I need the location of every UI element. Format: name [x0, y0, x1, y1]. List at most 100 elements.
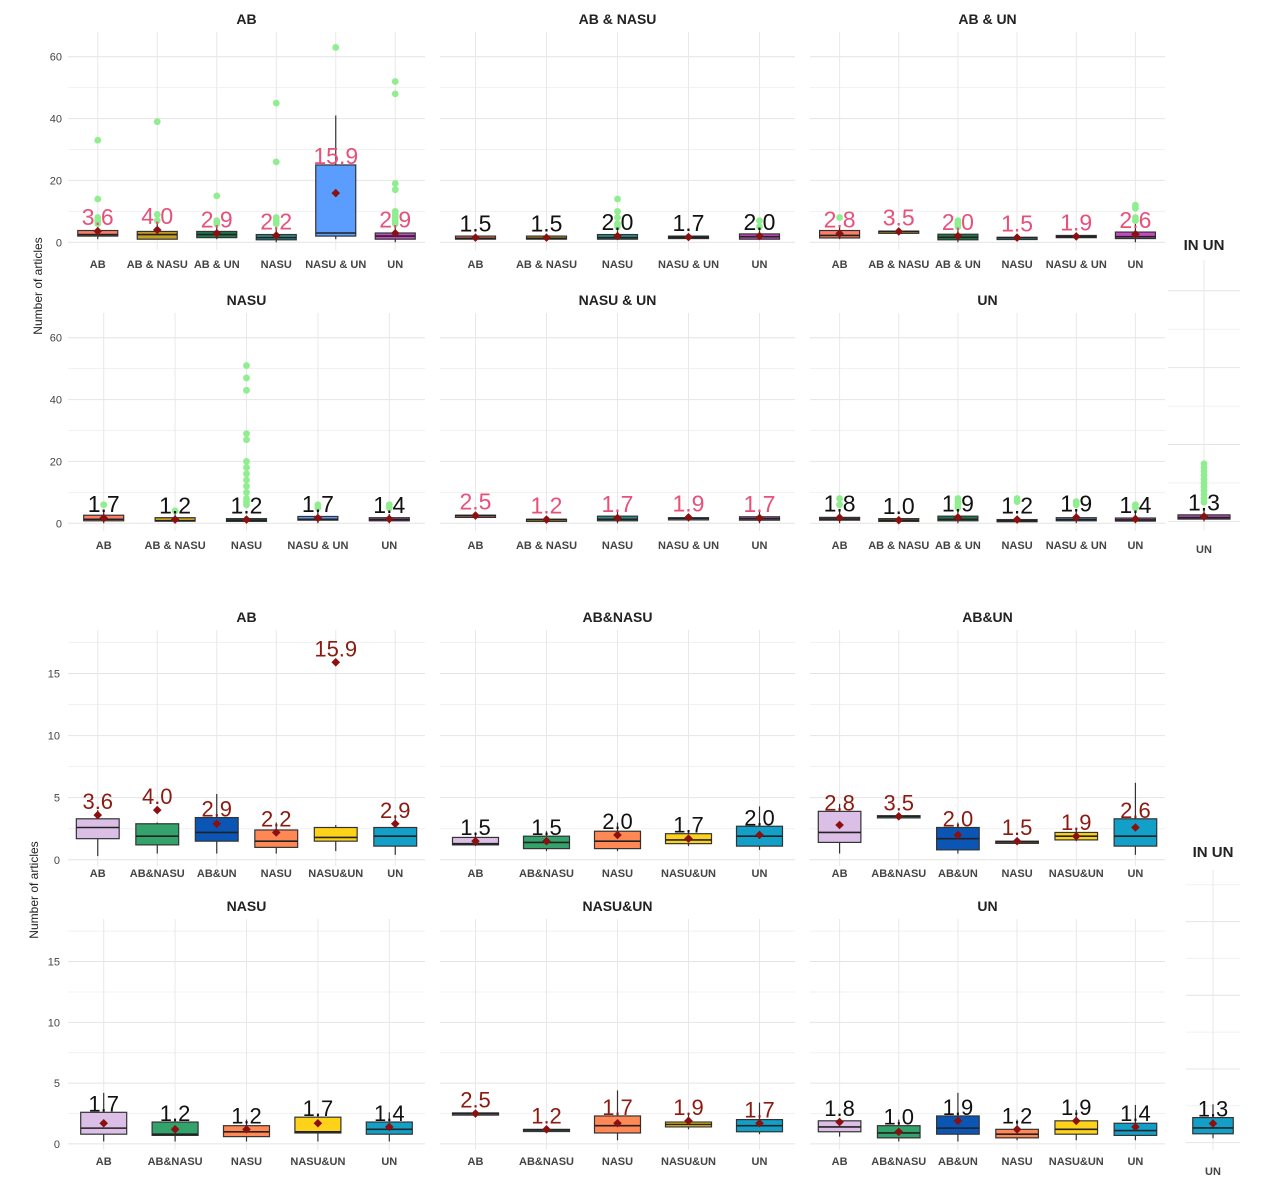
x-tick-label: NASU&UN: [1049, 1156, 1104, 1168]
y-tick-label: 5: [54, 793, 60, 805]
mean-marker: [170, 1125, 180, 1134]
mean-marker: [385, 1122, 394, 1132]
mean-label: 2.2: [261, 806, 292, 831]
x-tick-label: NASU: [231, 540, 262, 552]
outlier-point: [954, 504, 962, 512]
mean-marker: [152, 805, 162, 815]
x-tick-label: NASU: [1001, 1156, 1032, 1168]
outlier-point: [1013, 498, 1021, 506]
panel-title: UN: [977, 898, 997, 914]
mean-label: 4.0: [142, 784, 173, 809]
outlier-point: [391, 186, 399, 194]
outlier-point: [1132, 217, 1139, 225]
outlier-point: [272, 158, 280, 166]
mean-label: 1.8: [824, 491, 856, 517]
box-ab-un: 2.0: [937, 209, 979, 243]
y-tick-label: 5: [54, 1078, 60, 1090]
box-ab-nasu: 4.0: [136, 118, 178, 240]
mean-marker: [271, 828, 281, 837]
box-ab-nasu: 3.5: [878, 204, 920, 236]
panel-title: UN: [977, 292, 997, 308]
mean-marker: [894, 812, 904, 821]
box-ab-nasu: 1.2: [154, 493, 196, 524]
x-tick-label: UN: [1127, 540, 1143, 552]
mean-marker: [542, 515, 551, 524]
x-tick-label: AB&NASU: [130, 868, 185, 880]
outlier-point: [243, 488, 250, 496]
box-nasu-un: 1.7: [294, 1096, 342, 1142]
y-tick-label: 10: [48, 731, 60, 743]
box-nasu-un: 1.7: [667, 210, 710, 242]
mean-marker: [835, 229, 844, 238]
box-nasu: 1.2: [225, 362, 268, 524]
x-tick-label: AB: [832, 868, 848, 880]
box-ab: 1.7: [83, 491, 125, 524]
outlier-point: [243, 476, 250, 484]
mean-label: 1.5: [1002, 815, 1033, 840]
box-nasu-un: 1.9: [1054, 1095, 1099, 1141]
mean-marker: [99, 1118, 108, 1128]
panel-title: AB: [236, 609, 256, 625]
x-tick-label: NASU & UN: [287, 540, 348, 552]
x-tick-label: UN: [381, 1156, 397, 1168]
mean-label: 2.0: [744, 209, 776, 235]
x-tick-label: NASU&UN: [308, 868, 363, 880]
box-ab: 1.7: [80, 1091, 128, 1142]
y-tick-label: 0: [54, 1139, 60, 1151]
mean-marker: [613, 830, 622, 840]
box-ab-nasu: 1.0: [878, 493, 920, 525]
box-ab-nasu: 1.5: [525, 211, 568, 242]
outlier-point: [94, 136, 102, 144]
outlier-point: [243, 464, 250, 472]
x-tick-label: UN: [387, 259, 403, 271]
box-un: 1.7: [738, 491, 781, 524]
box-ab: 2.5: [454, 489, 497, 520]
x-tick-label: NASU & UN: [1046, 540, 1107, 552]
mean-marker: [684, 834, 693, 843]
mean-marker: [152, 225, 162, 235]
x-tick-label: UN: [1127, 259, 1143, 271]
y-tick-label: 15: [48, 957, 60, 969]
mean-label: 1.5: [531, 211, 563, 237]
box-ab: 1.5: [454, 211, 497, 242]
outlier-point: [171, 507, 179, 515]
figure-b-ylabel: Number of articles: [27, 841, 41, 938]
mean-label: 1.4: [373, 492, 405, 518]
mean-marker: [471, 233, 480, 242]
mean-marker: [1071, 1116, 1081, 1126]
x-tick-label: NASU & UN: [658, 540, 719, 552]
x-tick-label: NASU: [261, 259, 292, 271]
mean-marker: [755, 513, 764, 523]
x-tick-label: AB: [468, 868, 484, 880]
mean-marker: [1131, 514, 1140, 524]
x-tick-label: UN: [1127, 1156, 1143, 1168]
outlier-point: [1072, 501, 1080, 509]
x-tick-label: AB: [468, 1156, 484, 1168]
panel-b-5: NASU&UN 2.5 AB 1.2 AB&NASU 1.7 NASU 1.9 NASU&UN 1…: [440, 898, 795, 1168]
x-tick-label: AB&UN: [938, 868, 978, 880]
mean-marker: [242, 515, 251, 524]
outlier-point: [243, 374, 250, 382]
x-tick-label: UN: [752, 868, 768, 880]
y-tick-label: 10: [48, 1017, 60, 1029]
outlier-point: [94, 220, 102, 228]
mean-marker: [684, 1116, 693, 1126]
box-un: 2.9: [374, 78, 416, 243]
panel-a-1: 0 20 40 60 AB 3.6 AB 4.0 AB & NASU 2.9 AB & UN 2.2 N…: [50, 11, 425, 271]
mean-marker: [212, 819, 222, 829]
mean-marker: [93, 810, 103, 820]
outlier-point: [213, 220, 221, 228]
x-tick-label: NASU: [261, 868, 292, 880]
mean-label: 3.6: [82, 789, 113, 814]
box-nasu: 1.7: [593, 1090, 642, 1141]
x-tick-label: UN: [381, 540, 397, 552]
panel-b-3: AB&UN 2.8 AB 3.5 AB&NASU 2.0 AB&UN 1.5 NASU 1.9 NA…: [810, 609, 1165, 880]
x-tick-label: NASU & UN: [1046, 259, 1107, 271]
mean-label: 3.5: [883, 204, 915, 230]
y-tick-label: 0: [56, 518, 62, 530]
mean-marker: [1012, 515, 1022, 524]
mean-marker: [835, 820, 844, 830]
x-tick-label: AB & NASU: [516, 540, 577, 552]
x-tick-label: AB & UN: [194, 259, 240, 271]
outlier-point: [836, 501, 843, 509]
